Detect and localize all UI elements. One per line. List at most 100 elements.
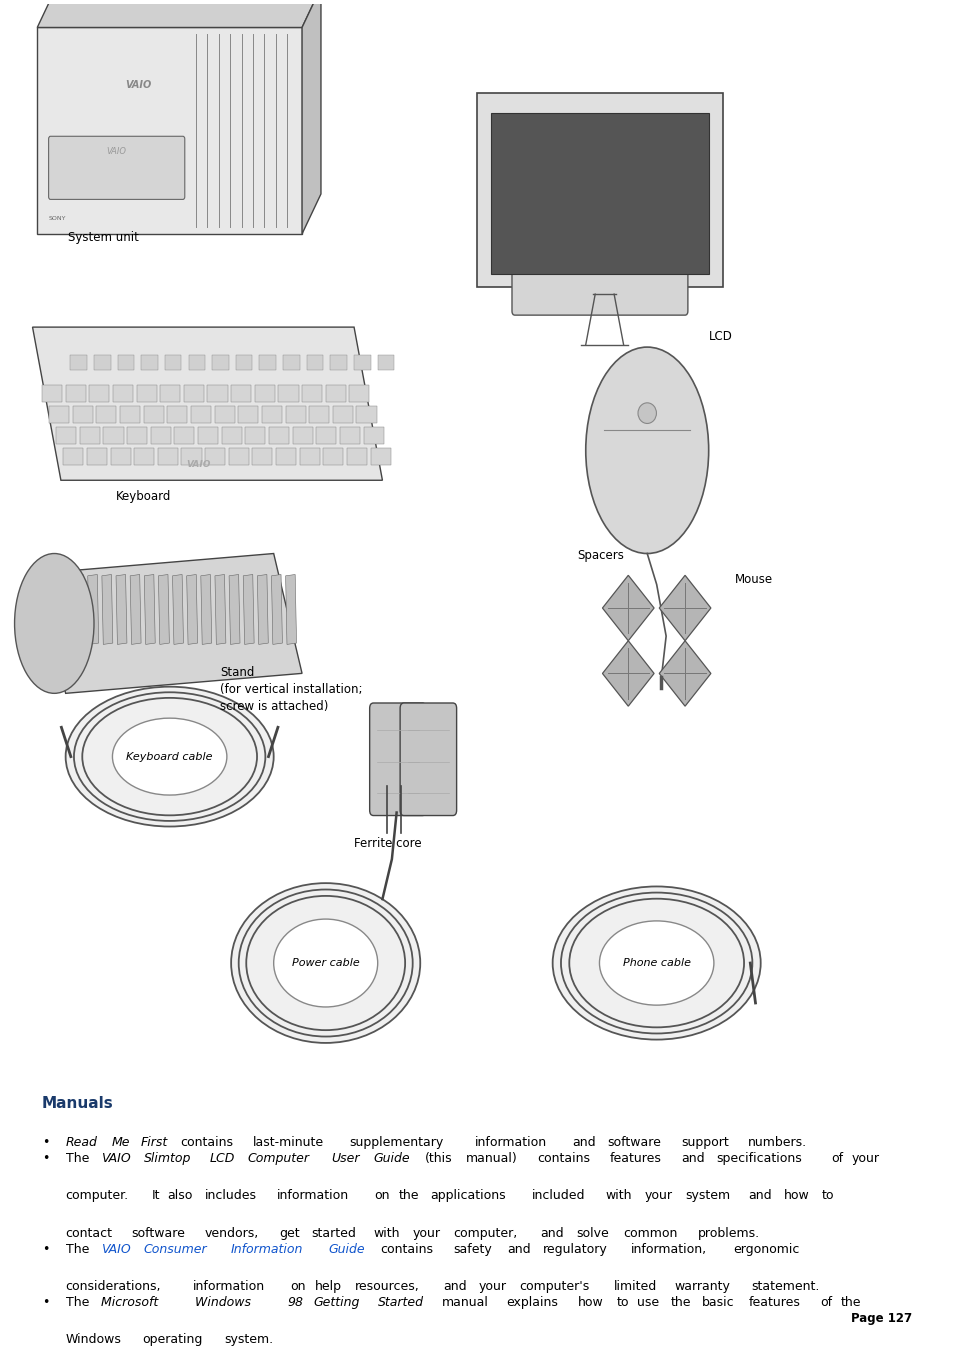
Text: contact: contact [66,1227,112,1240]
Text: (this: (this [425,1152,453,1165]
Text: statement.: statement. [750,1279,819,1293]
Polygon shape [302,0,320,234]
Polygon shape [347,449,367,465]
Polygon shape [117,355,134,370]
Text: features: features [748,1296,800,1309]
Polygon shape [200,574,212,644]
Text: Read: Read [66,1136,97,1150]
Polygon shape [165,355,181,370]
Text: use: use [637,1296,659,1309]
Text: •: • [42,1152,50,1165]
Text: VAIO: VAIO [107,147,127,155]
Polygon shape [333,407,353,423]
Text: contains: contains [180,1136,233,1150]
Text: to: to [821,1189,834,1202]
Text: features: features [609,1152,660,1165]
Text: software: software [607,1136,660,1150]
Polygon shape [307,355,323,370]
Polygon shape [130,574,141,644]
Text: Phone cable: Phone cable [622,958,690,969]
Text: the: the [670,1296,691,1309]
Text: ergonomic: ergonomic [733,1243,799,1255]
Text: your: your [644,1189,672,1202]
Text: LCD: LCD [210,1152,234,1165]
Ellipse shape [238,889,413,1036]
Text: information: information [475,1136,546,1150]
Polygon shape [259,355,275,370]
Text: It: It [152,1189,160,1202]
Polygon shape [285,574,296,644]
Text: Keyboard cable: Keyboard cable [127,751,213,762]
Polygon shape [325,385,345,401]
Text: VAIO: VAIO [101,1243,131,1255]
Polygon shape [103,427,124,444]
Polygon shape [184,385,204,401]
Text: Getting: Getting [313,1296,359,1309]
Polygon shape [136,385,156,401]
Polygon shape [181,449,201,465]
Polygon shape [172,574,183,644]
Text: and: and [680,1152,704,1165]
Text: Ferrite core: Ferrite core [354,836,421,850]
Text: computer.: computer. [66,1189,129,1202]
Polygon shape [285,407,305,423]
Text: •: • [42,1243,50,1255]
Polygon shape [141,355,157,370]
Text: how: how [783,1189,809,1202]
Text: included: included [532,1189,585,1202]
Polygon shape [293,427,313,444]
Polygon shape [94,355,111,370]
Polygon shape [354,355,370,370]
Polygon shape [151,427,171,444]
Polygon shape [330,355,347,370]
Polygon shape [476,93,722,288]
Polygon shape [189,355,205,370]
Polygon shape [49,407,70,423]
Polygon shape [144,407,164,423]
Text: information: information [193,1279,265,1293]
Text: Power cable: Power cable [292,958,359,969]
Polygon shape [221,427,241,444]
Polygon shape [235,355,253,370]
Text: VAIO: VAIO [101,1152,131,1165]
Polygon shape [187,574,197,644]
Polygon shape [42,385,62,401]
Text: Keyboard: Keyboard [115,490,171,504]
Text: resources,: resources, [355,1279,419,1293]
Text: how: how [578,1296,603,1309]
FancyBboxPatch shape [49,136,185,200]
Polygon shape [59,574,71,644]
Text: specifications: specifications [716,1152,801,1165]
Text: of: of [830,1152,842,1165]
Text: System unit: System unit [69,231,139,243]
Text: SONY: SONY [49,216,66,220]
Ellipse shape [638,403,656,423]
Text: 98: 98 [288,1296,303,1309]
Text: software: software [131,1227,185,1240]
Polygon shape [309,407,329,423]
Text: contains: contains [379,1243,433,1255]
Text: Page 127: Page 127 [850,1312,911,1325]
FancyBboxPatch shape [369,703,426,816]
Text: operating: operating [142,1333,202,1346]
Text: Information: Information [230,1243,302,1255]
Polygon shape [602,576,654,640]
Text: VAIO: VAIO [186,461,210,469]
Polygon shape [214,574,226,644]
Polygon shape [120,407,140,423]
Polygon shape [238,407,258,423]
Text: on: on [290,1279,306,1293]
Text: The: The [66,1296,89,1309]
Text: Mouse: Mouse [735,573,773,586]
Polygon shape [72,407,92,423]
Ellipse shape [560,893,752,1034]
Text: includes: includes [205,1189,256,1202]
Polygon shape [37,27,302,234]
Text: limited: limited [614,1279,657,1293]
Text: warranty: warranty [674,1279,730,1293]
Text: safety: safety [453,1243,491,1255]
Text: your: your [477,1279,506,1293]
Ellipse shape [569,898,743,1027]
Text: on: on [374,1189,389,1202]
Polygon shape [659,640,710,707]
